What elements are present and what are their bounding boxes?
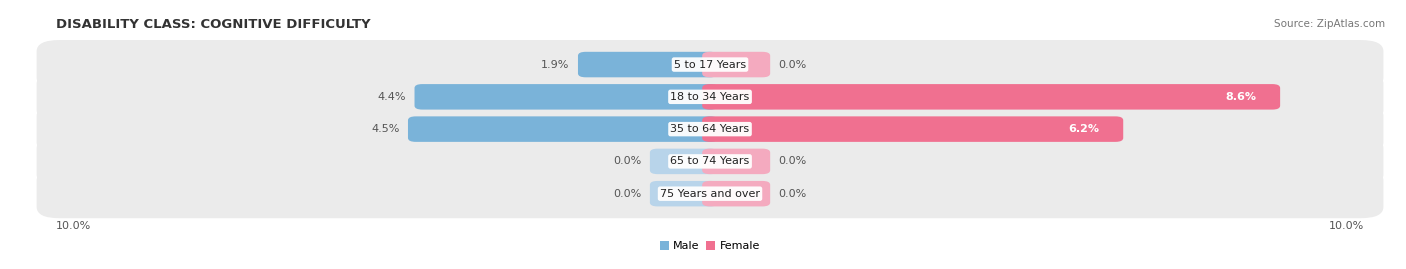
Text: Source: ZipAtlas.com: Source: ZipAtlas.com [1274, 19, 1385, 29]
FancyBboxPatch shape [702, 149, 770, 174]
Text: 10.0%: 10.0% [1329, 221, 1364, 231]
Text: 4.4%: 4.4% [378, 92, 406, 102]
FancyBboxPatch shape [702, 181, 770, 206]
Text: DISABILITY CLASS: COGNITIVE DIFFICULTY: DISABILITY CLASS: COGNITIVE DIFFICULTY [56, 18, 371, 31]
Text: 10.0%: 10.0% [56, 221, 91, 231]
FancyBboxPatch shape [702, 116, 1123, 142]
Legend: Male, Female: Male, Female [655, 236, 765, 256]
Text: 18 to 34 Years: 18 to 34 Years [671, 92, 749, 102]
Text: 5 to 17 Years: 5 to 17 Years [673, 59, 747, 70]
FancyBboxPatch shape [37, 137, 1384, 186]
Text: 75 Years and over: 75 Years and over [659, 189, 761, 199]
Text: 6.2%: 6.2% [1069, 124, 1099, 134]
FancyBboxPatch shape [37, 40, 1384, 89]
Text: 0.0%: 0.0% [613, 156, 641, 167]
FancyBboxPatch shape [702, 52, 770, 77]
Text: 0.0%: 0.0% [779, 189, 807, 199]
FancyBboxPatch shape [702, 84, 1279, 109]
FancyBboxPatch shape [578, 52, 718, 77]
FancyBboxPatch shape [37, 105, 1384, 154]
FancyBboxPatch shape [408, 116, 718, 142]
Text: 4.5%: 4.5% [371, 124, 399, 134]
FancyBboxPatch shape [37, 72, 1384, 121]
Text: 0.0%: 0.0% [613, 189, 641, 199]
Text: 35 to 64 Years: 35 to 64 Years [671, 124, 749, 134]
Text: 0.0%: 0.0% [779, 156, 807, 167]
FancyBboxPatch shape [650, 149, 718, 174]
Text: 65 to 74 Years: 65 to 74 Years [671, 156, 749, 167]
FancyBboxPatch shape [650, 181, 718, 206]
Text: 1.9%: 1.9% [541, 59, 569, 70]
Text: 0.0%: 0.0% [779, 59, 807, 70]
FancyBboxPatch shape [415, 84, 718, 109]
Text: 8.6%: 8.6% [1225, 92, 1256, 102]
FancyBboxPatch shape [37, 169, 1384, 218]
